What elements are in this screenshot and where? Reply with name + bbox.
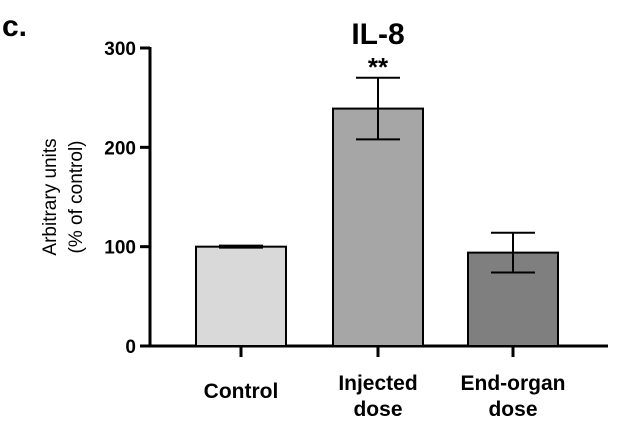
x-tick-labels: Control Injected dose End-organ dose [204, 372, 566, 421]
y-axis-label-line: (% of control) [66, 141, 87, 254]
y-tick-label: 200 [104, 138, 136, 159]
significance-label: ** [368, 52, 389, 82]
error-bar [219, 244, 263, 249]
x-tick-label: dose [353, 398, 402, 421]
x-tick-label: Injected [338, 372, 417, 395]
y-axis-label: Arbitrary units (% of control) [40, 138, 87, 255]
x-tick-label: Control [204, 380, 279, 403]
x-tick-label: dose [488, 398, 537, 421]
y-tick-label: 300 [104, 39, 136, 60]
error-bar [356, 76, 400, 141]
y-axis-label-line: Arbitrary units [40, 138, 61, 255]
x-tick-label: End-organ [461, 372, 566, 395]
bar [195, 245, 287, 348]
error-bars [219, 76, 535, 274]
error-bar [491, 231, 535, 274]
panel-label: c. [2, 10, 27, 43]
annotations: ** [368, 52, 389, 82]
chart-title: IL-8 [351, 18, 404, 51]
y-tick-label: 100 [104, 238, 136, 259]
y-tick-label: 0 [125, 337, 136, 358]
bars [195, 107, 559, 348]
bar [332, 107, 424, 347]
